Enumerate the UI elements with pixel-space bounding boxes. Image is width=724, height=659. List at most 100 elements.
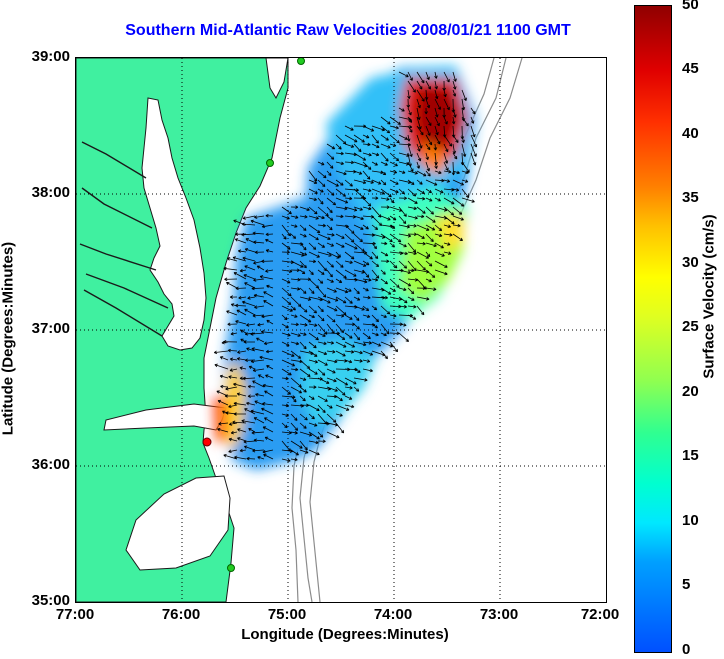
current-vector (434, 269, 448, 276)
current-vector (407, 161, 414, 172)
current-vector (317, 179, 326, 187)
x-axis-label: Longitude (Degrees:Minutes) (241, 626, 449, 643)
current-vector (380, 215, 391, 221)
current-vector (416, 179, 423, 185)
current-vector (326, 296, 339, 302)
current-vector (233, 382, 247, 388)
current-vector (290, 341, 300, 346)
current-vector (380, 278, 388, 285)
current-vector (263, 291, 274, 298)
current-vector (389, 224, 396, 229)
current-vector (244, 308, 256, 316)
current-vector (344, 377, 357, 385)
current-vector (228, 449, 238, 453)
current-vector (353, 287, 360, 295)
current-vector (353, 278, 368, 284)
current-vector (317, 206, 329, 217)
current-vector (344, 251, 355, 260)
current-vector (299, 359, 311, 369)
current-vector (235, 303, 247, 308)
current-vector (250, 219, 265, 226)
current-vector (434, 242, 444, 249)
current-vector (308, 179, 318, 184)
current-vector (239, 448, 247, 453)
current-vector (232, 420, 247, 425)
current-vector (353, 350, 363, 355)
current-vector (251, 431, 265, 435)
x-tick-label: 72:00 (580, 606, 620, 623)
current-vector (281, 386, 291, 395)
current-vector (416, 134, 423, 149)
current-vector (317, 395, 328, 402)
current-vector (353, 314, 360, 321)
current-vector (281, 233, 287, 240)
current-vector (425, 152, 429, 160)
current-vector (243, 440, 256, 444)
current-vector (235, 286, 247, 291)
current-vector (253, 240, 265, 245)
colorbar-tick-label: 0 (682, 641, 691, 658)
current-vector (416, 98, 421, 109)
current-vector (335, 395, 343, 402)
current-vector (335, 197, 349, 204)
current-vector (326, 260, 334, 268)
current-vector (281, 403, 289, 408)
current-vector (425, 224, 436, 231)
current-vector (262, 383, 274, 388)
current-vector (461, 197, 475, 203)
current-vector (237, 249, 247, 253)
colorbar-tick-label: 50 (682, 0, 699, 13)
current-vector (242, 300, 256, 307)
current-vector (290, 233, 297, 239)
current-vector (353, 152, 367, 161)
current-vector (308, 404, 320, 411)
current-vector (380, 197, 390, 201)
current-vector (290, 305, 296, 311)
current-vector (452, 170, 460, 175)
current-vector (290, 322, 299, 327)
current-vector (265, 238, 274, 244)
current-vector (326, 188, 335, 196)
current-vector (362, 206, 372, 211)
current-vector (317, 260, 327, 272)
current-vector (425, 188, 432, 194)
current-vector (371, 341, 382, 347)
current-vector (308, 197, 317, 202)
current-vector (452, 134, 459, 143)
current-vector (344, 404, 355, 409)
current-vector (434, 89, 439, 100)
colorbar-tick-label: 10 (682, 512, 699, 529)
current-vector (264, 417, 274, 424)
current-vector (317, 233, 331, 240)
current-vector (317, 242, 326, 248)
current-vector (371, 143, 380, 149)
delaware-bay (265, 58, 289, 100)
current-vector (425, 269, 436, 278)
current-vector (344, 341, 356, 348)
current-vector (344, 134, 358, 143)
current-vector (389, 197, 395, 204)
current-vector (416, 296, 430, 301)
current-vector (246, 401, 256, 406)
current-vector (362, 142, 371, 147)
current-vector (237, 350, 247, 354)
current-vector (299, 377, 307, 381)
x-tick-label: 74:00 (373, 606, 413, 623)
current-vector (261, 224, 274, 229)
current-vector (281, 350, 295, 357)
current-vector (407, 268, 415, 273)
current-vector (261, 407, 274, 415)
current-vector (353, 170, 363, 175)
current-vector (252, 313, 265, 318)
y-tick-label: 37:00 (31, 320, 70, 337)
current-vector (236, 309, 247, 316)
current-vector (220, 384, 229, 389)
current-vector (299, 395, 306, 402)
current-vector (228, 437, 238, 442)
current-vector (389, 170, 398, 174)
current-vector (443, 206, 455, 216)
current-vector (443, 224, 451, 228)
current-vector (380, 143, 391, 149)
current-vector (434, 125, 439, 136)
current-vector (299, 322, 308, 327)
